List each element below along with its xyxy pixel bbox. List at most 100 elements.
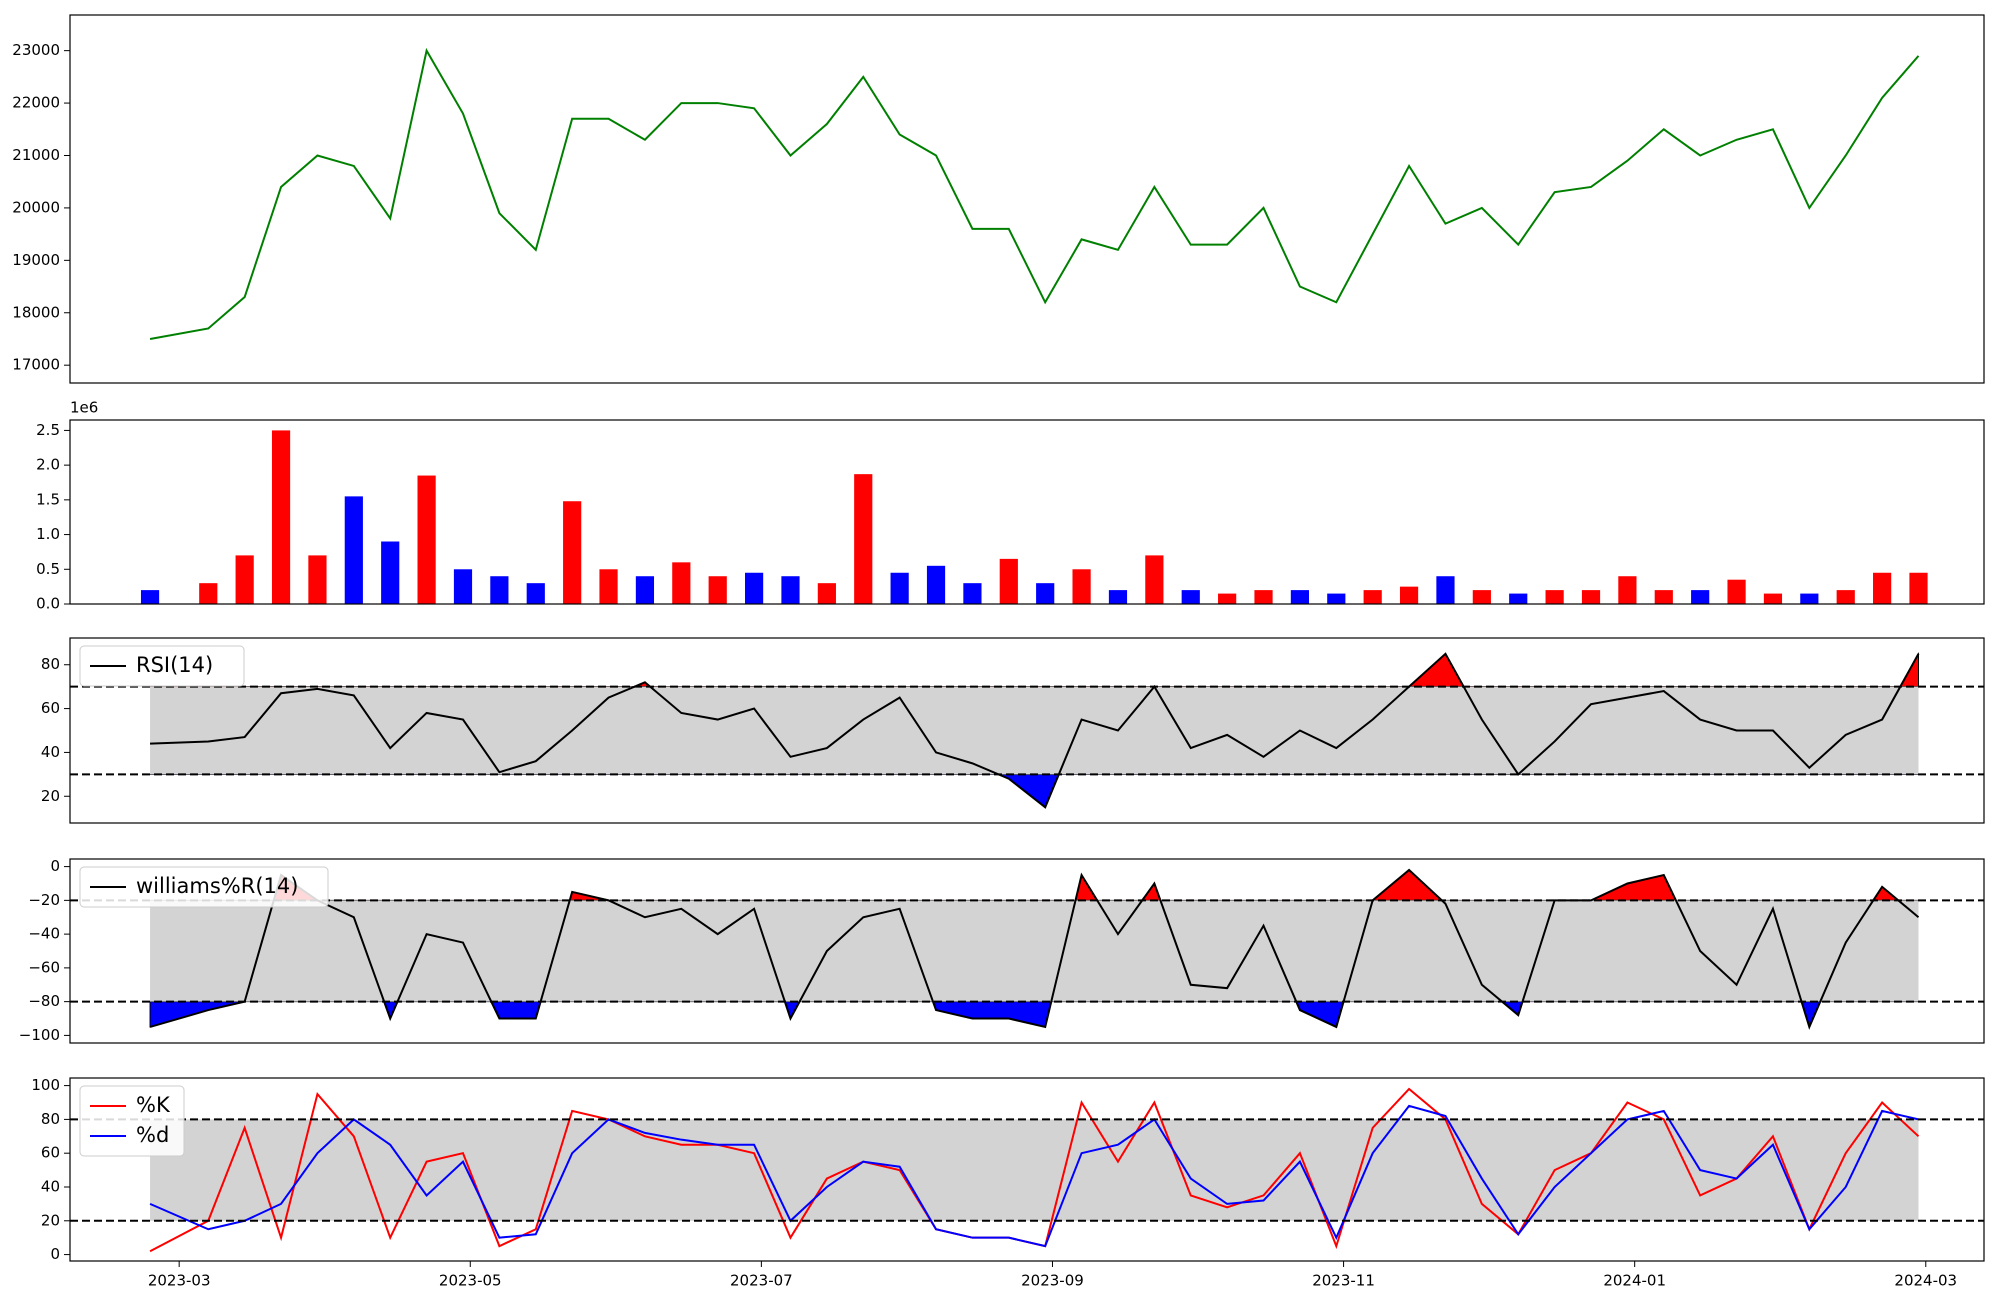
- bar: [453, 569, 473, 604]
- bar: [1290, 590, 1310, 604]
- bar: [1108, 590, 1128, 604]
- y-tick-label: 2.5: [36, 421, 60, 439]
- y-tick-label: 40: [41, 1177, 60, 1195]
- y-tick-label: 60: [41, 1144, 60, 1162]
- bar: [708, 576, 727, 604]
- y-tick-label: 21000: [12, 146, 60, 164]
- bar: [526, 583, 545, 604]
- bar: [1399, 586, 1419, 604]
- line: [150, 652, 1920, 809]
- bar: [1763, 593, 1783, 604]
- y-tick-label: 40: [41, 743, 60, 761]
- legend-box: [79, 1085, 185, 1157]
- panel-frame: [69, 1077, 1985, 1262]
- y-tick-label: 1.5: [36, 490, 60, 508]
- bar: [1654, 590, 1673, 604]
- bar: [1327, 593, 1346, 604]
- y-tick-label: 0.5: [36, 560, 60, 578]
- oversold-fill: [149, 774, 1920, 809]
- band: [150, 900, 1919, 1002]
- bar: [1363, 590, 1382, 604]
- oversold-fill: [149, 1001, 1920, 1029]
- bar: [140, 590, 160, 604]
- panel: −100 −80 −60 −40 −20 0 williams%R(14): [19, 857, 1985, 1044]
- bar: [1691, 590, 1710, 604]
- bar: [1509, 593, 1528, 604]
- bar: [854, 474, 873, 604]
- bar: [1218, 593, 1237, 604]
- x-tick-label: 2023-09: [1021, 1272, 1084, 1290]
- x-tick-label: 2024-01: [1603, 1272, 1666, 1290]
- x-tick-label: 2023-05: [439, 1272, 502, 1290]
- y-tick-label: −40: [28, 925, 60, 943]
- y-tick-label: 0.0: [36, 595, 60, 613]
- y-tick-label: 100: [31, 1076, 60, 1094]
- bar: [417, 475, 436, 604]
- bar: [271, 430, 291, 604]
- y-tick-label: 18000: [12, 303, 60, 321]
- x-tick-label: 2023-03: [148, 1272, 211, 1290]
- y-tick-label: −100: [19, 1026, 60, 1044]
- line: [149, 1104, 1919, 1248]
- bar: [563, 501, 582, 604]
- bar: [1800, 593, 1819, 604]
- bar: [308, 555, 327, 604]
- y-tick-label: 80: [41, 655, 60, 673]
- y-tick-label: 1.0: [36, 525, 60, 543]
- bar: [781, 576, 800, 604]
- bar: [999, 558, 1018, 604]
- bar: [1727, 579, 1746, 604]
- bar: [490, 576, 509, 604]
- bar: [1072, 569, 1091, 604]
- panel: 17000 18000 19000 20000 21000 22000 23000: [12, 14, 1985, 384]
- y-tick-label: 80: [41, 1110, 60, 1128]
- bar: [344, 496, 363, 604]
- y-tick-label: −60: [28, 958, 60, 976]
- bar: [1581, 590, 1601, 604]
- panel-frame: [69, 14, 1985, 384]
- panel-frame: [69, 637, 1985, 824]
- bar: [199, 583, 218, 604]
- y-tick-label: 20000: [12, 198, 60, 216]
- legend-box: [79, 866, 329, 908]
- bar: [635, 576, 655, 604]
- y-tick-label: −20: [28, 891, 60, 909]
- panel: 0.0 0.5 1.0 1.5 2.0 2.5 1e6: [36, 399, 1985, 613]
- bar: [1436, 576, 1455, 604]
- legend-label: RSI(14): [136, 653, 213, 677]
- bar: [1145, 555, 1164, 604]
- panel-frame: [69, 858, 1985, 1044]
- legend-label: %K: [136, 1093, 171, 1117]
- y-tick-label: 60: [41, 699, 60, 717]
- bar: [1181, 590, 1200, 604]
- bar: [1618, 576, 1637, 604]
- bar: [963, 583, 982, 604]
- line: [149, 868, 1920, 1030]
- bar: [381, 541, 400, 604]
- bar: [1873, 572, 1892, 604]
- bar: [1836, 590, 1855, 604]
- panel-frame: [69, 419, 1985, 605]
- line: [149, 47, 1920, 340]
- y-tick-label: 19000: [12, 251, 60, 269]
- bar: [235, 555, 254, 604]
- bar: [890, 572, 909, 604]
- y-tick-label: 0: [50, 1245, 60, 1263]
- legend-label: williams%R(14): [136, 874, 298, 898]
- bar: [817, 583, 836, 604]
- y-tick-label: 23000: [12, 41, 60, 59]
- panel: 20 40 60 80 RSI(14): [41, 637, 1985, 824]
- y-tick-label: 0: [50, 857, 60, 875]
- y-tick-label: 2.0: [36, 456, 60, 474]
- bar: [672, 562, 691, 604]
- y-tick-label: 22000: [12, 94, 60, 112]
- bar: [1472, 590, 1491, 604]
- bar: [1545, 590, 1564, 604]
- y-tick-label: 17000: [12, 356, 60, 374]
- bar: [599, 569, 618, 604]
- y-tick-label: 20: [41, 787, 60, 805]
- x-tick-label: 2024-03: [1894, 1272, 1957, 1290]
- legend-label: %d: [136, 1123, 169, 1147]
- y-tick-label: −80: [28, 992, 60, 1010]
- bar: [744, 572, 764, 604]
